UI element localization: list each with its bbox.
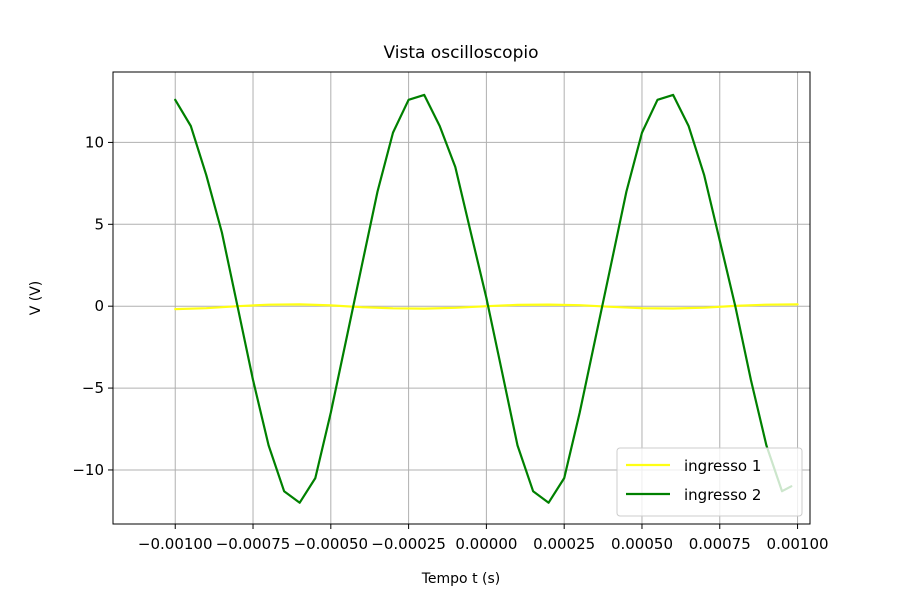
chart-title: Vista oscilloscopio [383,43,538,63]
y-tick-label: −10 [72,461,104,479]
plot-series [174,93,799,504]
legend-label-ingresso-2: ingresso 2 [684,486,761,504]
axes-frame [112,71,811,525]
y-tick-label: 10 [85,133,104,151]
y-tick-label: −5 [82,379,104,397]
x-tick-label: 0.00025 [533,535,595,553]
y-tick-label: 5 [94,215,104,233]
legend: ingresso 1 ingresso 2 [616,447,803,517]
series-line-ingresso-2 [174,93,793,504]
x-tick-label: 0.00000 [455,535,517,553]
x-tick-label: −0.00100 [138,535,213,553]
x-tick-label: 0.00100 [767,535,829,553]
x-tick-label: 0.00075 [689,535,751,553]
x-tick-label: −0.00075 [216,535,291,553]
x-axis-label: Tempo t (s) [421,571,500,587]
x-axis-ticks: −0.00100 −0.00075 −0.00050 −0.00025 0.00000 0… [138,524,829,553]
y-tick-label: 0 [94,297,104,315]
x-tick-label: −0.00025 [371,535,446,553]
y-axis-label: V (V) [28,281,44,316]
x-tick-label: −0.00050 [294,535,369,553]
series-line-ingresso-1 [174,303,799,311]
y-axis-ticks: −10 −5 0 5 10 [72,133,113,479]
legend-label-ingresso-1: ingresso 1 [684,457,761,475]
x-tick-label: 0.00050 [611,535,673,553]
